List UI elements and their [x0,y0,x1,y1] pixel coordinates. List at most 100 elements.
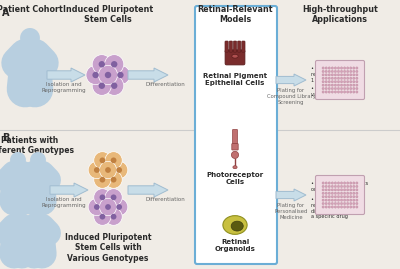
Circle shape [350,189,352,191]
Circle shape [346,182,349,184]
Circle shape [340,80,343,83]
Circle shape [328,196,330,198]
FancyBboxPatch shape [233,41,237,52]
Circle shape [325,196,327,198]
Circle shape [356,199,358,201]
Circle shape [346,84,349,86]
Circle shape [337,74,340,76]
Circle shape [356,80,358,83]
Circle shape [337,192,340,194]
Circle shape [322,192,324,194]
Ellipse shape [232,54,238,58]
Circle shape [344,67,346,69]
Circle shape [340,84,343,86]
Circle shape [346,70,349,73]
Circle shape [344,77,346,79]
Circle shape [353,189,355,191]
Ellipse shape [233,166,237,169]
Circle shape [111,65,130,84]
Text: A: A [2,8,10,18]
FancyBboxPatch shape [14,224,22,239]
Circle shape [322,189,324,191]
Circle shape [328,189,330,191]
Circle shape [88,198,106,216]
Circle shape [328,74,330,76]
Circle shape [334,182,336,184]
Circle shape [325,185,327,187]
Polygon shape [128,68,168,82]
Polygon shape [50,183,88,197]
Circle shape [331,189,334,191]
Text: Induced Pluripotent
Stem Cells with
Various Genotypes: Induced Pluripotent Stem Cells with Vari… [65,233,151,263]
Circle shape [340,77,343,79]
Circle shape [337,202,340,205]
Circle shape [322,196,324,198]
Circle shape [340,199,343,201]
Circle shape [94,152,111,169]
Circle shape [322,77,324,79]
Circle shape [325,74,327,76]
Circle shape [350,77,352,79]
Circle shape [356,87,358,90]
Circle shape [346,199,349,201]
Circle shape [344,189,346,191]
Circle shape [331,87,334,90]
Circle shape [340,74,343,76]
Circle shape [344,87,346,90]
Circle shape [353,80,355,83]
Circle shape [337,67,340,69]
Circle shape [350,84,352,86]
Circle shape [322,185,324,187]
Circle shape [340,185,343,187]
Circle shape [30,152,46,168]
FancyBboxPatch shape [34,171,42,186]
Circle shape [92,55,111,74]
Circle shape [353,182,355,184]
Text: • Plate of validated
retinal model with
1 genotype: • Plate of validated retinal model with … [311,66,360,83]
Circle shape [346,189,349,191]
Circle shape [344,202,346,205]
Circle shape [340,70,343,73]
Circle shape [325,80,327,83]
Circle shape [344,84,346,86]
Circle shape [328,67,330,69]
Circle shape [111,177,116,183]
Circle shape [334,74,336,76]
Circle shape [331,67,334,69]
Circle shape [325,87,327,90]
Circle shape [94,208,111,225]
Circle shape [322,199,324,201]
Circle shape [105,55,124,74]
Circle shape [92,76,111,95]
FancyBboxPatch shape [14,171,22,186]
Circle shape [334,185,336,187]
Circle shape [111,83,118,89]
FancyBboxPatch shape [232,144,238,150]
Polygon shape [276,74,306,86]
Circle shape [350,192,352,194]
Circle shape [340,206,343,208]
Circle shape [322,74,324,76]
Circle shape [346,87,349,90]
Circle shape [353,77,355,79]
Circle shape [105,167,111,173]
Circle shape [337,185,340,187]
Circle shape [350,182,352,184]
Circle shape [344,70,346,73]
Polygon shape [276,189,306,201]
Text: Differentiation: Differentiation [145,197,185,202]
Circle shape [350,185,352,187]
Circle shape [334,70,336,73]
Circle shape [105,204,111,210]
Circle shape [350,67,352,69]
Circle shape [100,214,105,220]
Circle shape [344,91,346,93]
Circle shape [344,199,346,201]
Circle shape [325,202,327,205]
Circle shape [350,196,352,198]
Circle shape [334,87,336,90]
Circle shape [334,77,336,79]
Circle shape [10,205,26,221]
FancyBboxPatch shape [225,50,245,65]
Text: Retinal
Organoids: Retinal Organoids [214,239,256,252]
